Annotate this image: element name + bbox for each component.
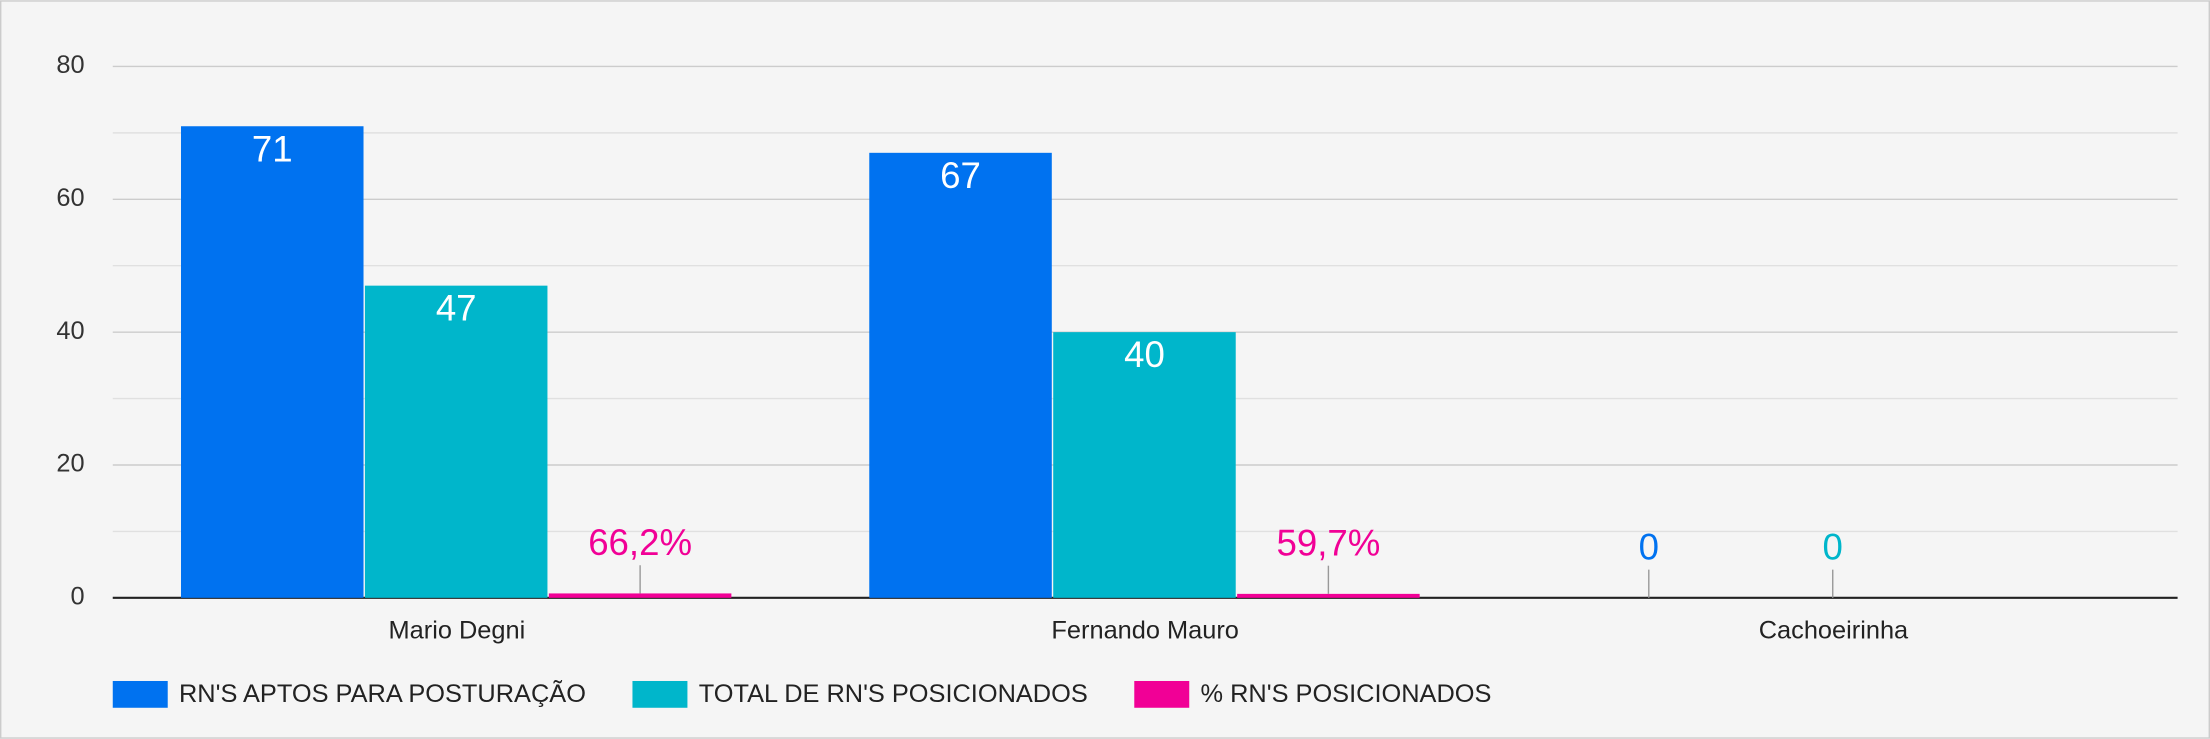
bar: [1237, 593, 1420, 598]
bar: [1053, 332, 1236, 598]
data-label: 0: [1823, 527, 1843, 568]
y-tick-label: 20: [56, 450, 84, 478]
y-tick-label: 40: [56, 317, 84, 345]
legend-swatch: [112, 680, 168, 708]
data-label: 71: [252, 128, 293, 169]
x-tick-label: Cachoeirinha: [1759, 616, 1909, 644]
legend-label: % RN'S POSICIONADOS: [1201, 680, 1492, 708]
x-tick-label: Mario Degni: [389, 616, 526, 644]
data-label: 40: [1124, 334, 1165, 375]
legend-swatch: [1134, 680, 1190, 708]
y-tick-label: 80: [56, 51, 84, 79]
data-label: 59,7%: [1276, 523, 1380, 564]
bar: [364, 285, 548, 598]
y-tick-label: 0: [70, 583, 84, 611]
data-label: 47: [436, 288, 477, 329]
y-tick-label: 60: [56, 184, 84, 212]
legend-swatch: [632, 680, 688, 708]
data-label: 67: [940, 155, 981, 196]
bar: [180, 126, 364, 598]
legend-label: TOTAL DE RN'S POSICIONADOS: [699, 680, 1088, 708]
data-label: 0: [1639, 527, 1659, 568]
x-tick-label: Fernando Mauro: [1051, 616, 1238, 644]
bar: [548, 593, 732, 598]
bar: [869, 152, 1052, 598]
data-label: 66,2%: [588, 522, 692, 563]
legend-label: RN'S APTOS PARA POSTURAÇÃO: [179, 679, 586, 708]
